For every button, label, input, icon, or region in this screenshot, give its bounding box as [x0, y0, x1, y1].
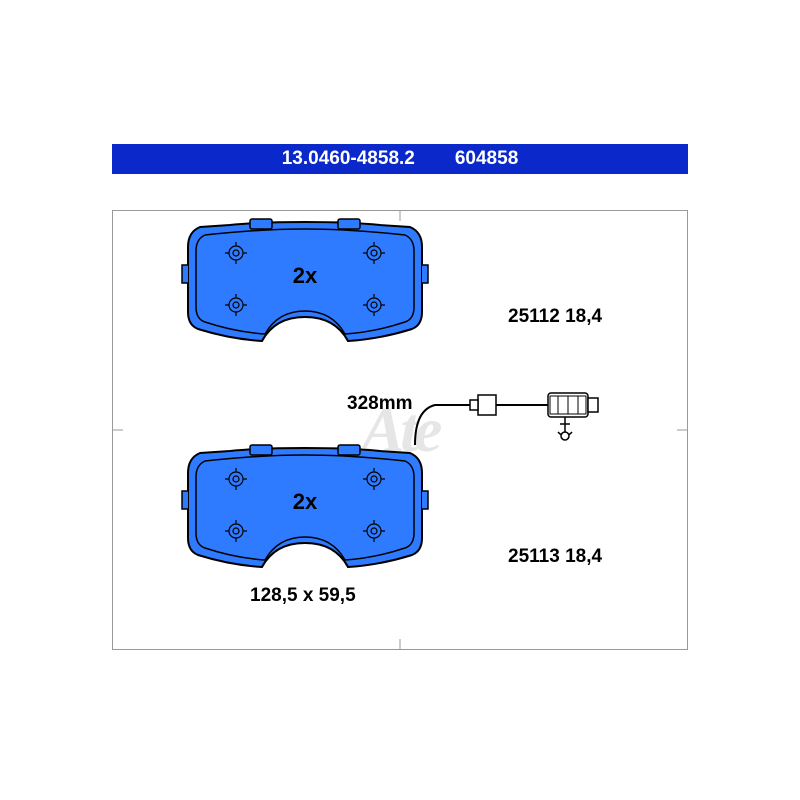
pad-shape-icon: 2x [180, 217, 430, 352]
short-code: 604858 [455, 148, 518, 170]
label-dimensions: 128,5 x 59,5 [250, 585, 356, 607]
frame-tick [113, 430, 123, 431]
pad-shape-icon: 2x [180, 443, 430, 578]
sensor-icon [410, 360, 610, 450]
header-bar: 13.0460-4858.2 604858 [112, 144, 688, 174]
brake-pad-bottom: 2x [180, 443, 430, 583]
brake-pad-top: 2x [180, 217, 430, 357]
frame-tick [677, 430, 687, 431]
part-number: 13.0460-4858.2 [282, 148, 415, 170]
quantity-label: 2x [293, 489, 318, 514]
label-cable-length: 328mm [347, 393, 413, 415]
quantity-label: 2x [293, 263, 318, 288]
wear-sensor [410, 360, 610, 455]
frame-tick [400, 639, 401, 649]
label-top-code: 25112 18,4 [508, 306, 602, 328]
label-bottom-code: 25113 18,4 [508, 546, 602, 568]
